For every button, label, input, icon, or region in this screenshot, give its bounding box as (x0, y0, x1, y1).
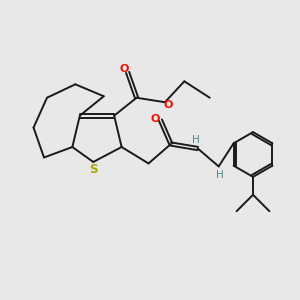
Text: S: S (89, 163, 98, 176)
Text: O: O (163, 100, 172, 110)
Text: H: H (216, 170, 224, 180)
Text: O: O (119, 64, 129, 74)
Text: O: O (150, 114, 160, 124)
Text: H: H (192, 135, 200, 145)
